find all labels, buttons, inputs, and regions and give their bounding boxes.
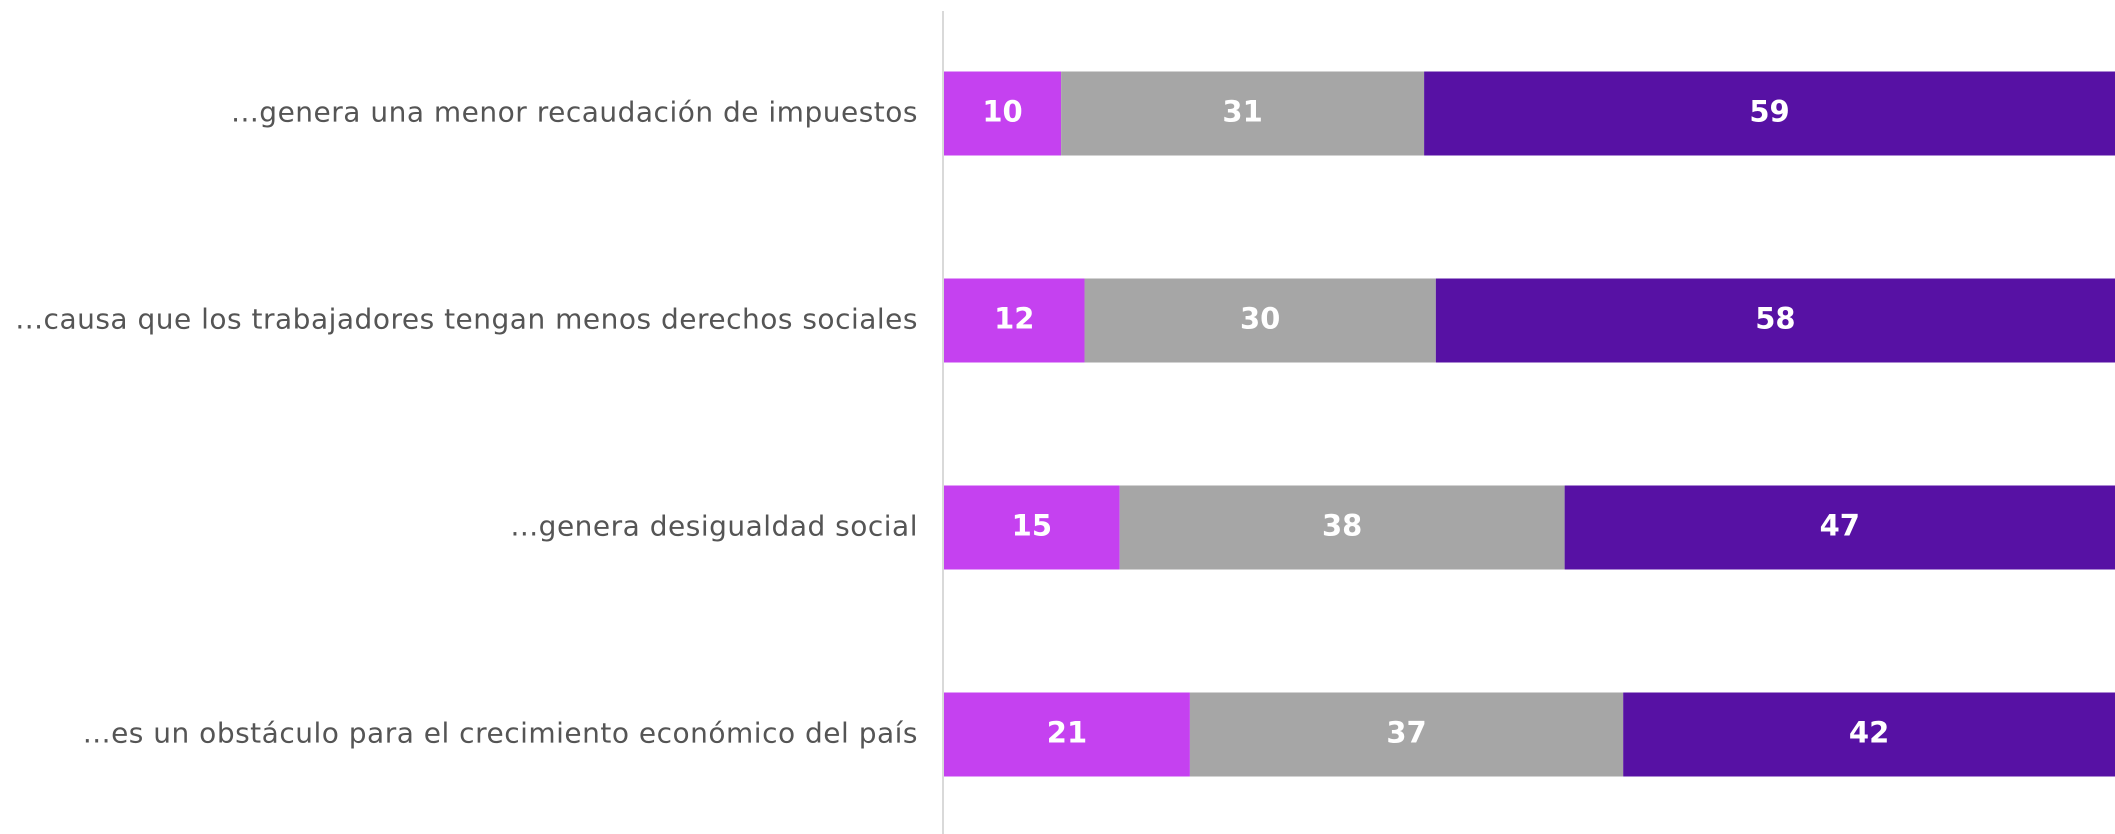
data-label: 59 xyxy=(1749,95,1789,129)
bar-segment xyxy=(1084,278,1436,363)
bar-segment xyxy=(1564,485,2115,570)
data-label: 30 xyxy=(1240,302,1280,336)
data-label: 47 xyxy=(1820,509,1860,543)
data-label: 21 xyxy=(1047,716,1087,750)
bar-segment xyxy=(1435,278,2115,363)
bar-segment xyxy=(944,485,1120,570)
category-label: ...genera una menor recaudación de impue… xyxy=(231,96,918,129)
data-label: 12 xyxy=(994,302,1034,336)
bar-segment xyxy=(1623,692,2115,777)
data-label: 37 xyxy=(1386,716,1426,750)
category-label: ...es un obstáculo para el crecimiento e… xyxy=(83,717,918,750)
category-label: ...genera desigualdad social xyxy=(510,510,918,543)
bar-segment xyxy=(1189,692,1624,777)
category-label: ...causa que los trabajadores tengan men… xyxy=(15,303,918,336)
bar-segment xyxy=(944,278,1085,363)
bar-segment xyxy=(1424,71,2115,156)
bar-segment xyxy=(944,71,1062,156)
data-label: 38 xyxy=(1322,509,1362,543)
bar-segment xyxy=(1061,71,1425,156)
bar-segment xyxy=(1119,485,1565,570)
data-label: 10 xyxy=(982,95,1022,129)
data-label: 58 xyxy=(1755,302,1795,336)
data-label: 42 xyxy=(1849,716,1889,750)
data-label: 31 xyxy=(1222,95,1262,129)
data-label: 15 xyxy=(1012,509,1052,543)
bar-segment xyxy=(944,692,1190,777)
